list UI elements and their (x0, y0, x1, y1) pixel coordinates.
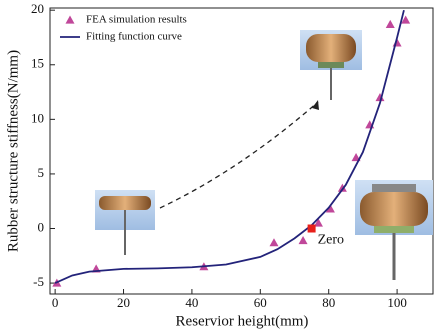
rubber-image-top (300, 30, 362, 100)
y-axis-title: Rubber structure stiffness(N/mm) (5, 50, 21, 252)
legend-label: FEA simulation results (86, 14, 187, 26)
legend-marker (66, 16, 75, 24)
dashed-arrow (160, 102, 318, 208)
y-tick-label: -5 (33, 274, 44, 289)
scatter-point (386, 20, 395, 28)
plot-frame (50, 8, 433, 294)
y-tick-label: 15 (31, 56, 44, 71)
x-tick-label: 100 (387, 295, 407, 310)
page: Reservior height(mm) Rubber structure st… (0, 0, 440, 332)
x-tick-label: 0 (52, 295, 59, 310)
scatter-point (269, 238, 278, 246)
x-tick-label: 20 (117, 295, 130, 310)
chart: Reservior height(mm) Rubber structure st… (0, 0, 440, 332)
rubber-image-large (355, 180, 433, 280)
arrow-head (312, 100, 319, 110)
rubber-image-small (95, 190, 155, 255)
zero-marker (308, 225, 316, 233)
x-tick-label: 80 (322, 295, 335, 310)
x-tick-label: 60 (254, 295, 267, 310)
y-tick-label: 20 (31, 1, 44, 16)
y-tick-label: 10 (31, 110, 44, 125)
x-axis-title: Reservior height(mm) (176, 313, 309, 329)
y-tick-label: 0 (38, 219, 45, 234)
zero-label: Zero (318, 233, 344, 248)
x-tick-label: 40 (185, 295, 198, 310)
scatter-point (299, 236, 308, 244)
legend-label: Fitting function curve (86, 31, 182, 43)
y-tick-label: 5 (38, 165, 45, 180)
